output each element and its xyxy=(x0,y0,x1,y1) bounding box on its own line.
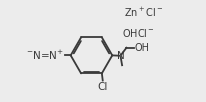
Text: Cl: Cl xyxy=(97,82,107,92)
Text: OHCl$^-$: OHCl$^-$ xyxy=(122,27,154,39)
Text: OH: OH xyxy=(133,43,149,53)
Text: Zn$^+$Cl$^-$: Zn$^+$Cl$^-$ xyxy=(124,6,163,19)
Text: $^{-}$N=N$^{+}$: $^{-}$N=N$^{+}$ xyxy=(26,49,64,62)
Text: N: N xyxy=(116,51,124,61)
